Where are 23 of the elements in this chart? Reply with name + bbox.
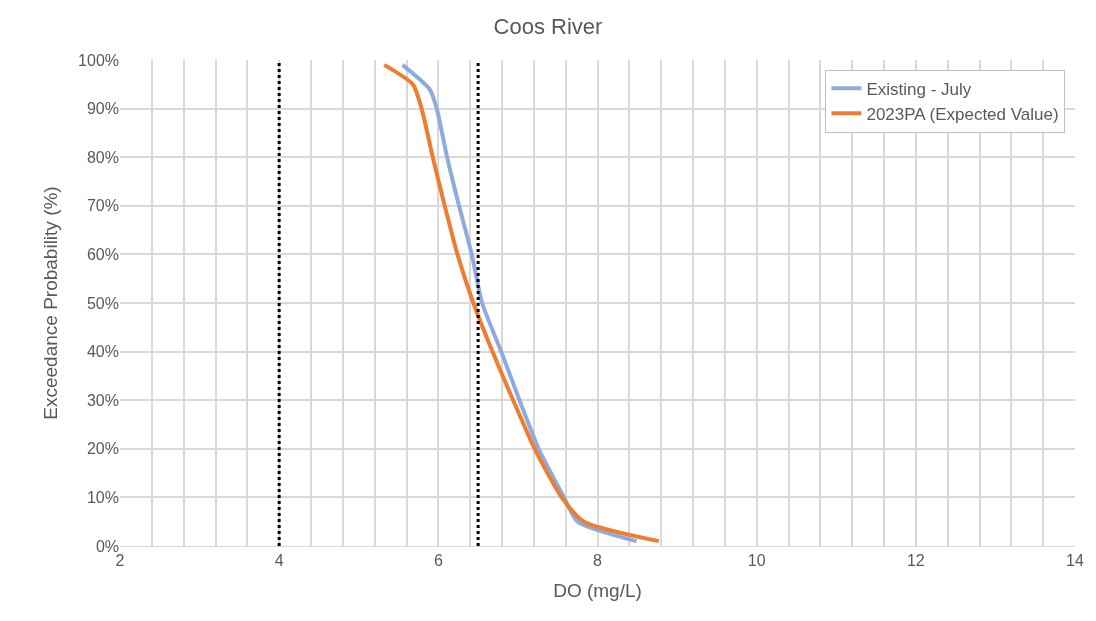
y-tick-label: 100% <box>78 51 119 69</box>
x-tick-label: 12 <box>906 552 925 570</box>
y-tick-label: 60% <box>86 246 119 263</box>
x-tick-label: 14 <box>1066 552 1084 570</box>
x-tick-label: 8 <box>593 552 603 570</box>
x-axis-title: DO (mg/L) <box>553 580 642 601</box>
y-tick-label: 20% <box>86 440 119 458</box>
y-axis-title: Exceedance Probability (%) <box>39 186 61 420</box>
y-tick-label: 80% <box>86 148 119 166</box>
legend-label: 2023PA (Expected Value) <box>866 105 1059 124</box>
y-tick-label: 30% <box>86 391 119 409</box>
y-tick-label: 90% <box>86 100 119 118</box>
x-tick-label: 2 <box>115 552 125 570</box>
y-tick-label: 0% <box>95 537 119 555</box>
chart-title: Coos River <box>493 14 603 40</box>
y-tick-label: 50% <box>86 294 119 312</box>
y-tick-label: 70% <box>86 197 119 215</box>
x-tick-label: 6 <box>433 552 443 570</box>
x-tick-label: 10 <box>747 552 766 570</box>
legend-label: Existing - July <box>866 79 972 99</box>
y-tick-label: 40% <box>86 343 119 361</box>
x-tick-label: 4 <box>274 552 284 570</box>
y-tick-label: 10% <box>86 489 119 506</box>
